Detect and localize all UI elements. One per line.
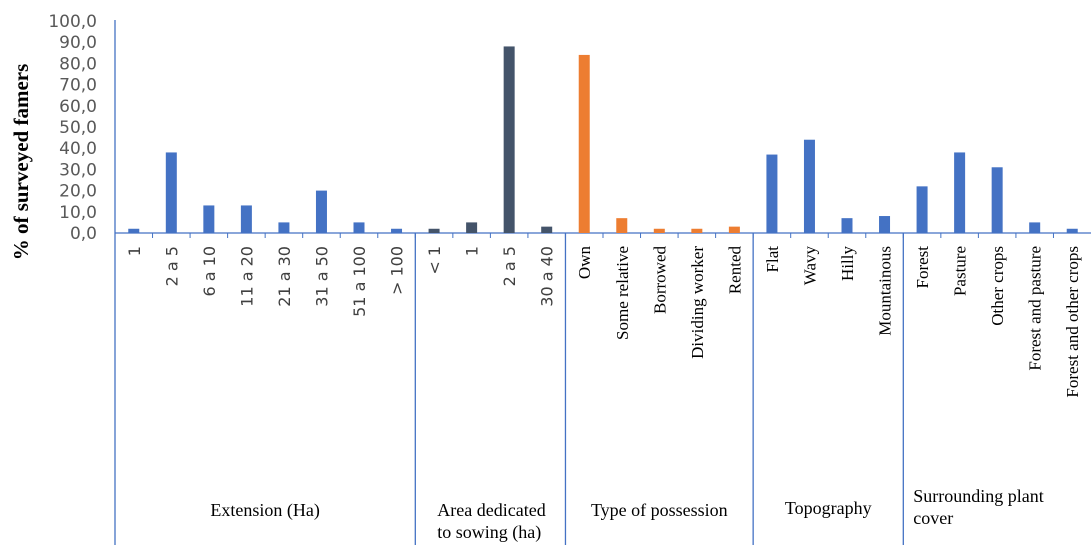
y-tick-label: 90,0 <box>59 33 97 53</box>
category-label: 21 a 30 <box>275 246 294 307</box>
category-label: Rented <box>725 246 744 295</box>
bar <box>579 55 590 233</box>
bars <box>128 46 1077 233</box>
bar <box>429 229 440 233</box>
category-label: Forest and pasture <box>1026 246 1045 371</box>
y-tick-label: 40,0 <box>59 139 97 159</box>
group-label: Surrounding plant cover <box>913 486 1043 528</box>
category-label: Forest and other crops <box>1063 246 1082 398</box>
bar <box>917 186 928 233</box>
bar <box>166 152 177 233</box>
category-label: 1 <box>463 246 482 256</box>
category-label: 1 <box>125 246 144 256</box>
y-tick-labels: 0,010,020,030,040,050,060,070,080,090,01… <box>48 12 97 244</box>
category-label: Pasture <box>951 246 970 296</box>
bar <box>504 46 515 233</box>
category-label: > 100 <box>388 246 407 295</box>
axes <box>115 20 1091 545</box>
bar <box>766 155 777 233</box>
y-tick-label: 10,0 <box>59 203 97 223</box>
bar <box>616 218 627 233</box>
bar <box>128 229 139 233</box>
category-label: Borrowed <box>650 246 669 314</box>
category-label: 6 a 10 <box>200 246 219 297</box>
category-label: Other crops <box>988 246 1007 326</box>
category-label: Hilly <box>838 246 857 281</box>
category-label: 51 a 100 <box>350 246 369 317</box>
category-label: Dividing worker <box>688 246 707 359</box>
y-tick-label: 80,0 <box>59 54 97 74</box>
category-label: Flat <box>763 246 782 273</box>
category-label: Forest <box>913 246 932 289</box>
bar <box>954 152 965 233</box>
bar <box>391 229 402 233</box>
group-label: Type of possession <box>591 500 728 520</box>
y-tick-label: 60,0 <box>59 97 97 117</box>
bar <box>1067 229 1078 233</box>
group-labels: Extension (Ha) Area dedicated to sowing (h… <box>210 486 1043 543</box>
category-label: Own <box>575 246 594 280</box>
group-label: Area dedicated to sowing (ha) <box>437 500 545 543</box>
y-tick-label: 0,0 <box>70 224 97 244</box>
bar <box>729 227 740 233</box>
group-label: Extension (Ha) <box>210 500 319 521</box>
bar <box>842 218 853 233</box>
y-tick-label: 100,0 <box>48 12 97 32</box>
bar <box>691 229 702 233</box>
category-label: < 1 <box>425 246 444 275</box>
y-tick-label: 20,0 <box>59 182 97 202</box>
bar <box>654 229 665 233</box>
bar <box>541 227 552 233</box>
y-axis-label: % of surveyed famers <box>9 64 33 261</box>
bar <box>241 205 252 233</box>
y-tick-label: 50,0 <box>59 118 97 138</box>
category-label: 2 a 5 <box>162 246 181 286</box>
bar <box>203 205 214 233</box>
category-label: 2 a 5 <box>500 246 519 286</box>
bar <box>316 191 327 233</box>
bar <box>1029 222 1040 233</box>
bar <box>466 222 477 233</box>
category-label: 31 a 50 <box>312 246 331 307</box>
bar <box>804 140 815 233</box>
y-tick-label: 70,0 <box>59 76 97 96</box>
y-tick-label: 30,0 <box>59 160 97 180</box>
bar <box>879 216 890 233</box>
group-label: Topography <box>785 498 872 518</box>
bar <box>354 222 365 233</box>
category-label: Some relative <box>613 246 632 340</box>
bar <box>992 167 1003 233</box>
category-label: 11 a 20 <box>237 246 256 307</box>
category-labels: 1 2 a 5 6 a 10 11 a 20 21 a 30 31 a 50 51 a 10… <box>125 246 1082 398</box>
category-label: 30 a 40 <box>538 246 557 307</box>
category-label: Wavy <box>800 246 819 286</box>
category-label: Mountainous <box>876 246 895 336</box>
bar <box>278 222 289 233</box>
